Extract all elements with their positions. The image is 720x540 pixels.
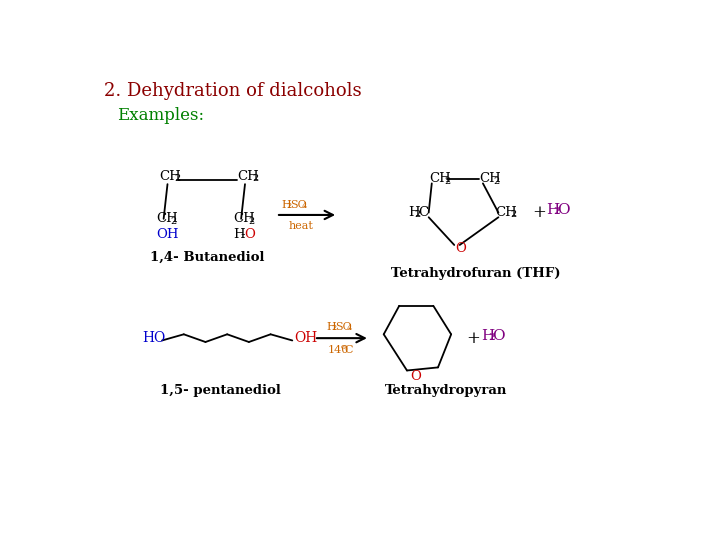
Text: 2: 2 [248, 217, 254, 226]
Text: Examples:: Examples: [117, 107, 204, 124]
Text: 2: 2 [252, 174, 258, 183]
Text: CH: CH [238, 170, 259, 183]
Text: O: O [455, 241, 466, 254]
Text: H: H [482, 329, 495, 343]
Text: 2: 2 [510, 211, 516, 219]
Text: o: o [341, 343, 346, 352]
Text: 140: 140 [327, 345, 348, 355]
Text: Tetrahydropyran: Tetrahydropyran [385, 384, 508, 397]
Text: CH: CH [156, 212, 178, 225]
Text: CH: CH [479, 172, 501, 185]
Text: 4: 4 [346, 324, 352, 332]
Text: O: O [244, 228, 255, 241]
Text: 1,5- pentanediol: 1,5- pentanediol [160, 384, 281, 397]
Text: heat: heat [289, 221, 313, 231]
Text: O: O [557, 204, 570, 217]
Text: H: H [326, 322, 336, 332]
Text: SO: SO [290, 200, 307, 210]
Text: 2: 2 [554, 207, 560, 217]
Text: 2. Dehydration of dialcohols: 2. Dehydration of dialcohols [104, 82, 361, 100]
Text: -: - [240, 228, 245, 241]
Text: SO: SO [335, 322, 351, 332]
Text: H: H [282, 200, 291, 210]
Text: OH: OH [156, 228, 179, 241]
Text: 2: 2 [174, 174, 181, 183]
Text: 2: 2 [414, 211, 420, 219]
Text: 2: 2 [494, 177, 500, 186]
Text: 1,4- Butanediol: 1,4- Butanediol [150, 251, 265, 264]
Text: C: C [344, 345, 353, 355]
Text: H: H [408, 206, 419, 219]
Text: O: O [492, 329, 505, 343]
Text: O: O [410, 370, 421, 383]
Text: 2: 2 [287, 202, 292, 211]
Text: HO: HO [143, 331, 166, 345]
Text: 4: 4 [302, 202, 307, 211]
Text: C: C [418, 206, 428, 219]
Text: CH: CH [160, 170, 181, 183]
Text: +: + [532, 204, 546, 221]
Text: H: H [233, 228, 245, 241]
Text: OH: OH [294, 331, 317, 345]
Text: 2: 2 [332, 324, 337, 332]
Text: CH: CH [233, 212, 255, 225]
Text: 2: 2 [444, 177, 451, 186]
Text: Tetrahydrofuran (THF): Tetrahydrofuran (THF) [391, 267, 560, 280]
Text: H: H [546, 204, 559, 217]
Text: CH: CH [429, 172, 451, 185]
Text: 2: 2 [488, 333, 495, 342]
Text: 2: 2 [171, 217, 177, 226]
Text: CH: CH [495, 206, 517, 219]
Text: +: + [467, 329, 480, 347]
